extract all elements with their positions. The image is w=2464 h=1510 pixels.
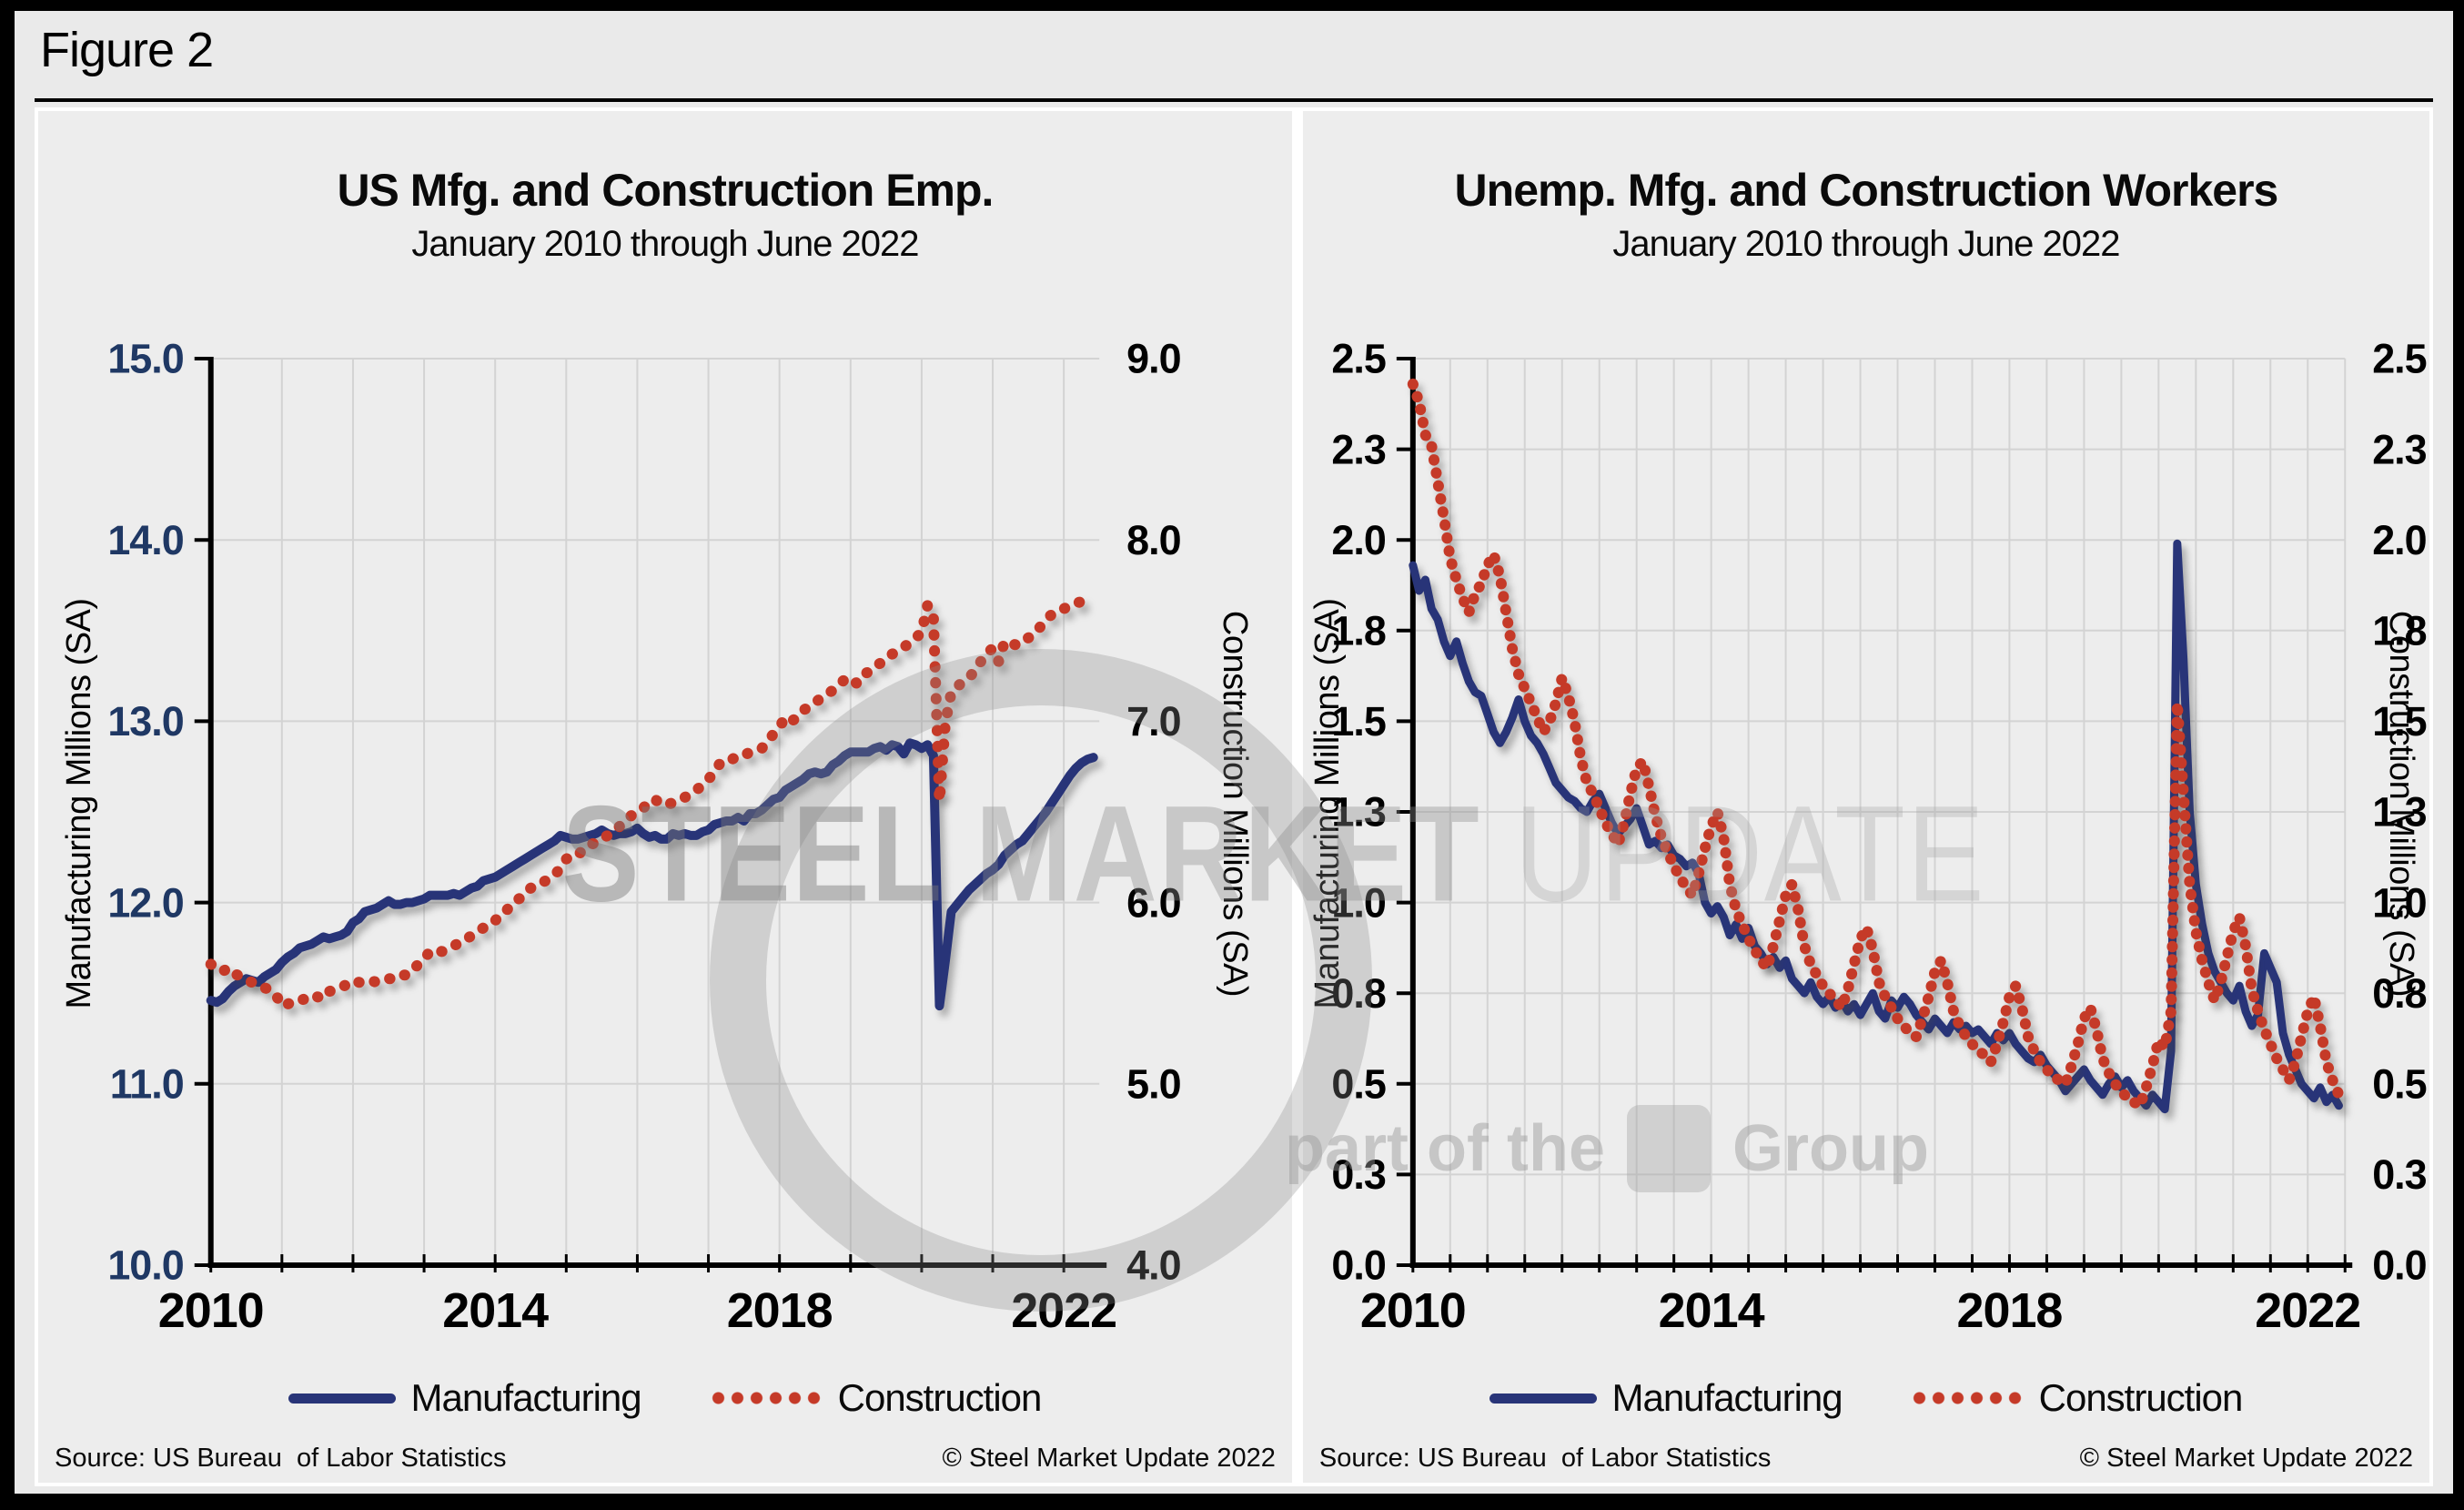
- unemployment-plot: 2.5 2.3 2.0 1.8 1.5 1.3 1.0 0.8 0.5 0.3 0.0 2.5 2.3 2…: [1331, 336, 2427, 1338]
- y-right-tick-label: 7.0: [1126, 698, 1180, 745]
- legend-item-manufacturing: Manufacturing: [288, 1376, 642, 1420]
- y-axis-title-manufacturing: Manufacturing Millions (SA): [60, 598, 98, 1009]
- y-right-tick-label: 8.0: [1126, 517, 1180, 563]
- x-axis-label: 2022: [1011, 1283, 1116, 1338]
- figure-label: Figure 2: [40, 23, 214, 77]
- manufacturing-line-key: [1490, 1393, 1598, 1404]
- y-right-tick-label: 2.0: [2372, 517, 2426, 563]
- y-left-tick-label: 0.0: [1331, 1242, 1385, 1289]
- source-note: Source: US Bureau of Labor Statistics: [1318, 1444, 1772, 1473]
- y-right-tick-label: 1.5: [2372, 698, 2426, 745]
- charts-row: 15.0 14.0 13.0 12.0 11.0 10.0 9.0 8.0 7.0 6.0 5.0 4…: [35, 107, 2433, 1486]
- chart-title: Unemp. Mfg. and Construction Workers: [1454, 165, 2279, 216]
- legend-item-manufacturing: Manufacturing: [1490, 1376, 1843, 1420]
- series-construction: [1407, 378, 2345, 1111]
- source-note: Source: US Bureau of Labor Statistics: [55, 1444, 507, 1473]
- employment-plot: 15.0 14.0 13.0 12.0 11.0 10.0 9.0 8.0 7.0 6.0 5.0 4…: [107, 336, 1181, 1338]
- legend: Manufacturing Construction: [1303, 1373, 2429, 1424]
- y-right-tick-label: 0.5: [2372, 1061, 2426, 1108]
- series-manufacturing: [206, 738, 1098, 1011]
- chart-title: US Mfg. and Construction Emp.: [337, 165, 994, 216]
- y-left-tick-label: 1.5: [1331, 698, 1385, 745]
- y-left-tick-label: 12.0: [107, 879, 183, 926]
- y-left-tick-label: 10.0: [107, 1242, 183, 1289]
- x-axis-label: 2014: [442, 1283, 549, 1338]
- y-right-tick-label: 2.3: [2372, 426, 2426, 472]
- legend-item-construction: Construction: [1909, 1376, 2244, 1420]
- y-left-tick-label: 1.8: [1331, 608, 1385, 654]
- y-left-tick-label: 2.5: [1331, 336, 1385, 382]
- chart-subtitle: January 2010 through June 2022: [411, 224, 919, 264]
- title-divider: [35, 98, 2433, 102]
- panel-footer: Source: US Bureau of Labor Statistics © …: [55, 1444, 1276, 1474]
- y-right-tick-label: 0.0: [2372, 1242, 2426, 1289]
- series-manufacturing: [1409, 539, 2343, 1114]
- y-left-tick-label: 0.5: [1331, 1061, 1385, 1108]
- series-construction: [205, 592, 1099, 1012]
- chart-panel-unemployment: 2.5 2.3 2.0 1.8 1.5 1.3 1.0 0.8 0.5 0.3 0.0 2.5 2.3 2…: [1302, 111, 2429, 1483]
- x-axis-label: 2018: [727, 1283, 833, 1338]
- x-axis-label: 2022: [2255, 1283, 2360, 1338]
- y-axis-title-construction: Construction Millions (SA): [2382, 610, 2420, 998]
- y-left-tick-label: 1.3: [1331, 789, 1385, 836]
- construction-dots-key: [1909, 1392, 2025, 1404]
- y-right-tick-label: 0.3: [2372, 1151, 2426, 1198]
- y-right-tick-label: 1.3: [2372, 789, 2426, 836]
- x-axis-label: 2010: [1360, 1283, 1466, 1338]
- y-left-tick-label: 14.0: [107, 517, 183, 563]
- y-right-tick-label: 1.8: [2372, 608, 2426, 654]
- x-axis-label: 2010: [158, 1283, 264, 1338]
- legend-label: Manufacturing: [410, 1376, 641, 1419]
- x-axis-label: 2018: [1956, 1283, 2062, 1338]
- copyright-note: © Steel Market Update 2022: [942, 1444, 1276, 1473]
- y-left-tick-label: 1.0: [1331, 879, 1385, 926]
- y-left-tick-label: 0.3: [1331, 1151, 1385, 1198]
- y-left-tick-label: 2.0: [1331, 517, 1385, 563]
- y-left-tick-label: 2.3: [1331, 426, 1385, 472]
- y-right-tick-label: 2.5: [2372, 336, 2426, 382]
- construction-dots-key: [708, 1392, 823, 1404]
- y-right-tick-label: 1.0: [2372, 879, 2426, 926]
- legend-item-construction: Construction: [708, 1376, 1043, 1420]
- legend: Manufacturing Construction: [38, 1373, 1292, 1424]
- y-right-tick-label: 0.8: [2372, 970, 2426, 1017]
- y-left-tick-label: 0.8: [1331, 970, 1385, 1017]
- legend-label: Construction: [837, 1376, 1043, 1419]
- x-axis-label: 2014: [1659, 1283, 1765, 1338]
- chart-subtitle: January 2010 through June 2022: [1612, 224, 2120, 264]
- legend-label: Construction: [2038, 1376, 2244, 1419]
- chart-panel-employment: 15.0 14.0 13.0 12.0 11.0 10.0 9.0 8.0 7.0 6.0 5.0 4…: [38, 111, 1292, 1483]
- y-right-tick-label: 5.0: [1126, 1061, 1180, 1108]
- y-left-tick-label: 13.0: [107, 698, 183, 745]
- y-axis-title-construction: Construction Millions (SA): [1215, 610, 1254, 998]
- manufacturing-line-key: [288, 1393, 397, 1404]
- y-axis-title-manufacturing: Manufacturing Millions (SA): [1308, 598, 1347, 1009]
- panel-footer: Source: US Bureau of Labor Statistics © …: [1319, 1444, 2413, 1474]
- copyright-note: © Steel Market Update 2022: [2079, 1444, 2413, 1473]
- y-left-tick-label: 15.0: [107, 336, 183, 382]
- y-right-tick-label: 4.0: [1126, 1242, 1180, 1289]
- y-right-tick-label: 9.0: [1126, 336, 1180, 382]
- y-left-tick-label: 11.0: [110, 1061, 184, 1108]
- legend-label: Manufacturing: [1611, 1376, 1843, 1419]
- y-right-tick-label: 6.0: [1126, 879, 1180, 926]
